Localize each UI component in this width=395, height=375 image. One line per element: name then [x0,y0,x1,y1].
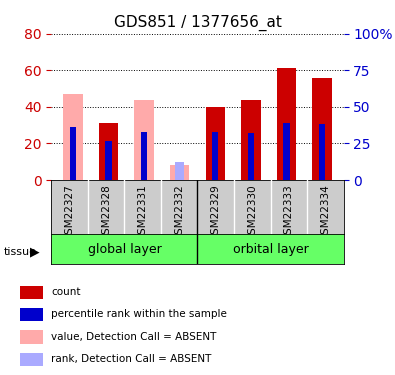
Bar [63,94,83,180]
Text: GSM22334: GSM22334 [320,184,330,241]
Bar [170,165,190,180]
Bar [248,133,254,180]
Bar [312,78,332,180]
Bar [319,124,325,180]
Bar [175,162,184,180]
Bar [99,123,118,180]
Text: tissue: tissue [4,247,37,257]
Title: GDS851 / 1377656_at: GDS851 / 1377656_at [113,15,281,31]
Text: GSM22329: GSM22329 [211,184,221,241]
Bar [241,100,261,180]
Bar [70,128,76,180]
Bar [20,330,43,344]
Text: percentile rank within the sample: percentile rank within the sample [51,309,227,319]
Text: GSM22327: GSM22327 [65,184,75,241]
Text: GSM22332: GSM22332 [174,184,184,241]
Bar [277,69,296,180]
Bar [141,132,147,180]
Bar [205,107,225,180]
Bar [284,123,290,180]
Text: GSM22330: GSM22330 [247,184,257,241]
Bar [212,132,218,180]
Text: count: count [51,287,81,297]
Bar [134,100,154,180]
Text: GSM22333: GSM22333 [284,184,294,241]
Bar [105,141,111,180]
Text: rank, Detection Call = ABSENT: rank, Detection Call = ABSENT [51,354,212,364]
Bar [20,286,43,299]
Bar [20,308,43,321]
Text: GSM22328: GSM22328 [101,184,111,241]
Text: orbital layer: orbital layer [233,243,308,256]
Text: global layer: global layer [88,243,161,256]
Text: value, Detection Call = ABSENT: value, Detection Call = ABSENT [51,332,217,342]
Bar [20,353,43,366]
Text: ▶: ▶ [30,246,39,258]
Text: GSM22331: GSM22331 [138,184,148,241]
